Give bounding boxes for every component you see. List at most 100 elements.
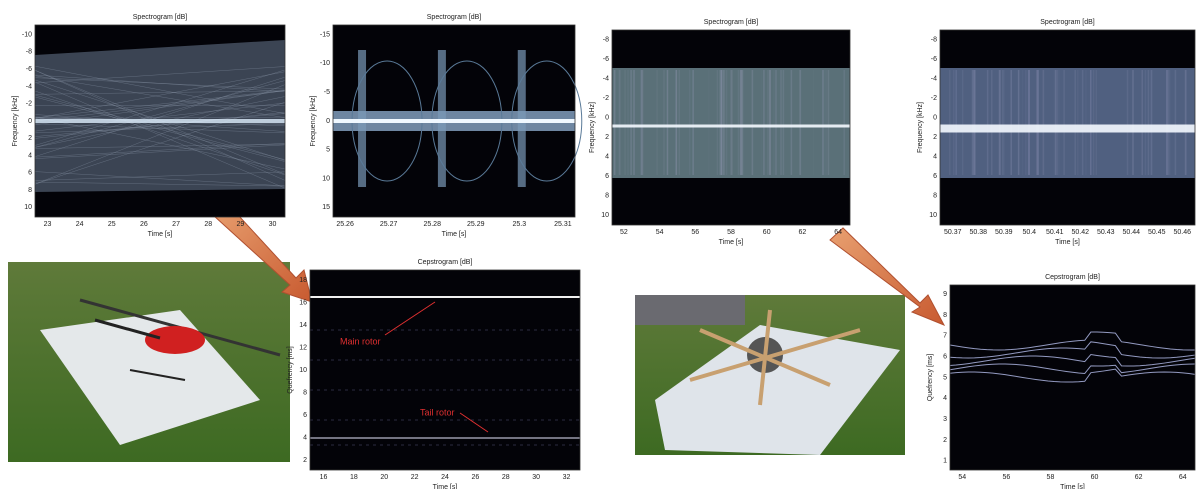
y-tick-label: 2 (303, 457, 307, 464)
y-tick-label: 6 (303, 412, 307, 419)
x-tick-label: 26 (140, 221, 148, 228)
texture (663, 70, 665, 175)
texture (1003, 70, 1005, 175)
texture (773, 70, 775, 175)
x-axis-label: Time [s] (1060, 484, 1085, 489)
y-tick-label: 4 (933, 154, 937, 161)
texture (791, 70, 793, 175)
texture (692, 70, 694, 175)
x-tick-label: 24 (441, 474, 449, 481)
texture (619, 70, 621, 175)
texture (651, 70, 653, 175)
x-tick-label: 25.31 (554, 221, 572, 228)
texture (1127, 70, 1129, 175)
texture (1096, 70, 1098, 175)
y-tick-label: 4 (28, 152, 32, 159)
texture (1170, 70, 1172, 175)
x-tick-label: 58 (1047, 474, 1055, 481)
x-tick-label: 50.45 (1148, 229, 1166, 236)
y-tick-label: 15 (322, 204, 330, 211)
texture (799, 70, 801, 175)
texture (1157, 70, 1159, 175)
y-axis-label: Frequency [kHz] (917, 102, 924, 153)
texture (991, 70, 993, 175)
x-tick-label: 25.27 (380, 221, 398, 228)
texture (1002, 70, 1004, 175)
texture (1078, 70, 1080, 175)
x-tick-label: 50.41 (1046, 229, 1064, 236)
x-tick-label: 25 (108, 221, 116, 228)
texture (1025, 70, 1027, 175)
y-tick-label: 14 (299, 322, 307, 329)
helicopter-photo (8, 262, 290, 462)
x-tick-label: 28 (502, 474, 510, 481)
texture (1018, 70, 1020, 175)
y-tick-label: 3 (943, 416, 947, 423)
texture (1053, 70, 1055, 175)
panel: Spectrogram [dB]Time [s]Frequency [kHz]2… (310, 14, 582, 238)
x-tick-label: 26 (471, 474, 479, 481)
x-tick-label: 58 (727, 229, 735, 236)
x-tick-label: 30 (532, 474, 540, 481)
texture (719, 70, 721, 175)
y-tick-label: 5 (326, 147, 330, 154)
x-axis-label: Time [s] (148, 231, 173, 238)
y-tick-label: 10 (322, 175, 330, 182)
y-tick-label: 2 (943, 437, 947, 444)
y-tick-label: 8 (28, 187, 32, 194)
y-tick-label: 4 (943, 395, 947, 402)
texture (721, 70, 723, 175)
y-tick-label: 5 (943, 374, 947, 381)
x-axis-label: Time [s] (1055, 239, 1080, 246)
panel: Cepstrogram [dB]Time [s]Quefrency [ms]54… (927, 274, 1195, 489)
texture (1185, 70, 1187, 175)
y-axis-label: Frequency [kHz] (310, 95, 317, 146)
texture (1145, 70, 1147, 175)
blade (438, 50, 446, 187)
center-line (333, 119, 575, 123)
y-axis-label: Frequency [kHz] (12, 95, 19, 146)
x-tick-label: 25.3 (513, 221, 527, 228)
texture (1022, 70, 1024, 175)
texture (1036, 70, 1038, 175)
center-line (940, 125, 1195, 133)
panel-title: Spectrogram [dB] (704, 19, 759, 26)
y-tick-label: -2 (26, 101, 32, 108)
y-tick-label: 9 (943, 291, 947, 298)
x-tick-label: 50.46 (1173, 229, 1191, 236)
texture (767, 70, 769, 175)
texture (630, 70, 632, 175)
y-tick-label: 0 (605, 115, 609, 122)
x-tick-label: 50.4 (1022, 229, 1036, 236)
texture (972, 70, 974, 175)
texture (822, 70, 824, 175)
texture (974, 70, 976, 175)
texture (1074, 70, 1076, 175)
y-tick-label: -2 (931, 95, 937, 102)
texture (1085, 70, 1087, 175)
y-tick-label: -10 (320, 60, 330, 67)
x-tick-label: 60 (763, 229, 771, 236)
plot-background (950, 285, 1195, 470)
texture (1167, 70, 1169, 175)
panel: Cepstrogram [dB]Time [s]Quefrency [ms]16… (287, 259, 580, 489)
plot-background (310, 270, 580, 470)
texture (723, 70, 725, 175)
x-tick-label: 27 (172, 221, 180, 228)
y-tick-label: -6 (603, 56, 609, 63)
x-tick-label: 28 (204, 221, 212, 228)
x-tick-label: 23 (44, 221, 52, 228)
y-tick-label: -5 (324, 89, 330, 96)
texture (1010, 70, 1012, 175)
texture (1090, 70, 1092, 175)
texture (732, 70, 734, 175)
y-tick-label: 8 (605, 193, 609, 200)
y-tick-label: -6 (931, 56, 937, 63)
x-tick-label: 20 (380, 474, 388, 481)
texture (828, 70, 830, 175)
y-tick-label: -2 (603, 95, 609, 102)
y-tick-label: -8 (931, 37, 937, 44)
texture (949, 70, 951, 175)
y-tick-label: -4 (931, 76, 937, 83)
blade (358, 50, 366, 187)
